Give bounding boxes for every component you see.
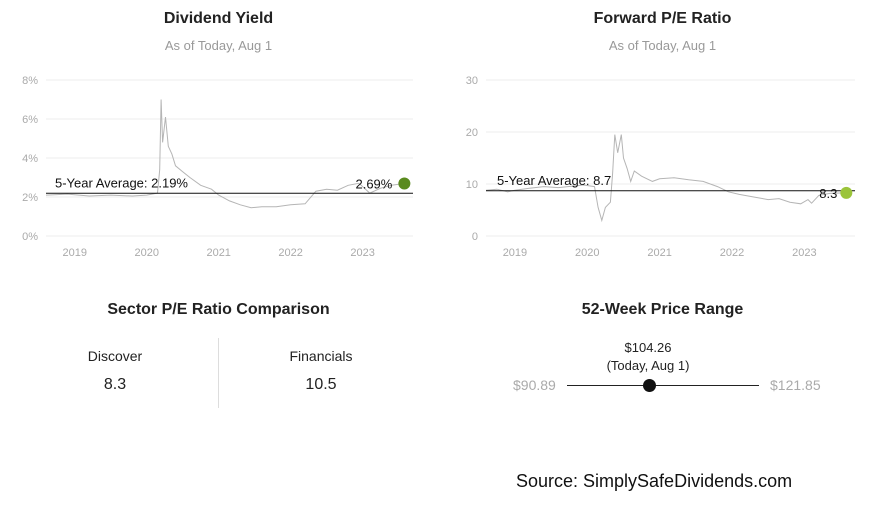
yield-average-label: 5-Year Average: 2.19% <box>55 175 188 190</box>
pe-current-marker <box>840 186 853 199</box>
pe-series-line <box>485 134 847 223</box>
dividend-yield-subtitle: As of Today, Aug 1 <box>164 38 273 53</box>
range-current-note: (Today, Aug 1) <box>606 358 690 373</box>
pe-xtick-label: 2019 <box>503 247 527 259</box>
range-current-price: $104.26 <box>624 340 672 355</box>
range-track <box>567 385 759 386</box>
forward-pe-title: Forward P/E Ratio <box>593 10 732 27</box>
pe-ytick-label: 10 <box>466 179 478 191</box>
comparison-label-company: Discover <box>87 348 143 364</box>
pe-average-label: 5-Year Average: 8.7 <box>497 173 611 188</box>
pe-ytick-label: 20 <box>466 127 478 139</box>
pe-xtick-label: 2021 <box>647 247 671 259</box>
comparison-label-sector: Financials <box>289 348 353 364</box>
pe-current-label: 8.3 <box>819 186 837 201</box>
dividend-yield-chart: 0% 2% 4% 6% 8% 2019 2020 2021 2022 2023 5-Year Ave… <box>22 75 413 259</box>
yield-xtick-label: 2020 <box>135 247 159 259</box>
source-credit: Source: SimplySafeDividends.com <box>516 471 793 491</box>
comparison-value-company: 8.3 <box>103 376 127 393</box>
yield-xtick-label: 2019 <box>63 247 87 259</box>
dividend-yield-title: Dividend Yield <box>163 10 274 27</box>
range-low-price: $90.89 <box>513 377 556 393</box>
yield-ytick-label: 4% <box>22 153 38 165</box>
pe-ytick-label: 30 <box>466 75 478 87</box>
comparison-value-sector: 10.5 <box>305 376 337 393</box>
pe-xtick-label: 2023 <box>792 247 816 259</box>
yield-current-label: 2.69% <box>355 177 392 192</box>
price-range-title: 52-Week Price Range <box>581 301 744 318</box>
yield-xtick-label: 2023 <box>350 247 374 259</box>
pe-ytick-label: 0 <box>472 231 478 243</box>
pe-xtick-label: 2022 <box>720 247 744 259</box>
sector-comparison-title: Sector P/E Ratio Comparison <box>107 301 330 318</box>
yield-current-marker <box>398 177 411 190</box>
forward-pe-chart: 0 10 20 30 2019 2020 2021 2022 2023 5-Year Averag… <box>466 75 855 259</box>
range-high-price: $121.85 <box>770 377 821 393</box>
pe-xtick-label: 2020 <box>575 247 599 259</box>
range-current-marker <box>643 379 657 392</box>
yield-series-line <box>45 99 405 209</box>
forward-pe-subtitle: As of Today, Aug 1 <box>608 38 717 53</box>
yield-ytick-label: 6% <box>22 114 38 126</box>
yield-xtick-label: 2021 <box>206 247 230 259</box>
yield-ytick-label: 2% <box>22 192 38 204</box>
yield-ytick-label: 8% <box>22 75 38 87</box>
comparison-divider <box>218 338 219 408</box>
yield-xtick-label: 2022 <box>278 247 302 259</box>
yield-ytick-label: 0% <box>22 231 38 243</box>
